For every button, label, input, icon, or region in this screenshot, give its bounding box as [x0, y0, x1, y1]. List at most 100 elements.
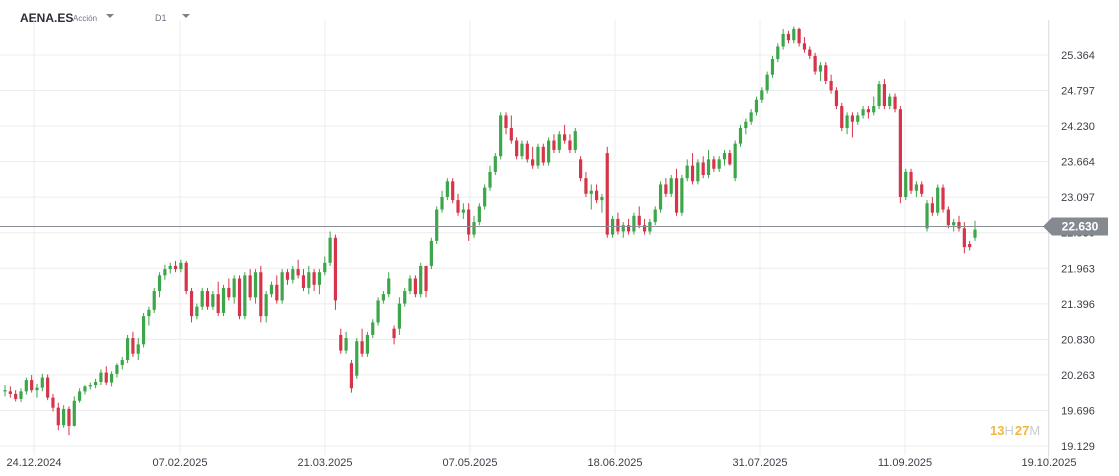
candle-body	[515, 140, 519, 157]
candle-body	[317, 272, 322, 285]
candle	[56, 402, 60, 431]
candle	[467, 203, 471, 241]
candle-body	[408, 278, 412, 292]
x-tick-label: 07.05.2025	[442, 457, 497, 469]
candle	[488, 165, 492, 191]
candle	[765, 71, 769, 94]
candle-body	[131, 338, 135, 354]
y-tick-label: 19.129	[1061, 441, 1095, 453]
x-tick-label: 21.03.2025	[297, 457, 352, 469]
candle	[78, 388, 82, 403]
candle	[296, 259, 300, 279]
candle	[946, 206, 950, 229]
candle	[35, 383, 39, 398]
candle	[754, 96, 759, 116]
chevron-down-icon[interactable]	[182, 14, 190, 18]
candle	[738, 124, 743, 147]
candle-body	[339, 334, 343, 351]
candle	[131, 331, 135, 357]
candle-body	[717, 159, 721, 169]
candle	[499, 112, 503, 160]
candle-body	[195, 306, 199, 317]
candle-body	[163, 269, 167, 276]
chart-grid	[0, 20, 1050, 461]
candle	[579, 156, 583, 182]
candle	[584, 171, 588, 197]
candle	[381, 291, 386, 304]
candle	[898, 106, 902, 204]
candle-body	[509, 127, 513, 141]
candle-body	[579, 159, 583, 179]
chevron-down-icon[interactable]	[106, 14, 114, 18]
candle	[669, 175, 673, 197]
y-tick-label: 19.696	[1061, 405, 1095, 417]
timeframe-selector[interactable]: D1	[155, 13, 167, 23]
candle-body	[477, 206, 481, 223]
candle-body	[136, 344, 140, 354]
candle-body	[355, 341, 359, 376]
candle	[19, 388, 23, 403]
candle-body	[232, 278, 236, 298]
candle	[376, 297, 380, 326]
candle	[712, 156, 716, 172]
candle	[461, 203, 465, 219]
candle-body	[770, 59, 775, 75]
candle	[280, 269, 284, 304]
candle	[184, 260, 188, 295]
candle	[157, 272, 162, 298]
candle	[674, 168, 679, 216]
candle-body	[866, 109, 871, 113]
candle-body	[690, 165, 695, 182]
candle	[909, 168, 913, 194]
candle-body	[701, 162, 705, 176]
candle	[136, 338, 140, 361]
candle-body	[371, 322, 375, 335]
candle-body	[237, 278, 242, 317]
candle-body	[722, 153, 727, 160]
candle	[547, 137, 551, 166]
candle-body	[152, 291, 156, 310]
candle	[563, 124, 567, 144]
candle	[62, 405, 66, 428]
candle-body	[824, 65, 828, 81]
candle	[744, 118, 748, 135]
candle	[269, 281, 274, 298]
candle-body	[696, 162, 700, 182]
candle-body	[808, 49, 812, 56]
candle	[962, 222, 966, 254]
y-tick-label: 21.963	[1061, 263, 1095, 275]
candle-body	[344, 338, 348, 351]
candle	[163, 264, 167, 280]
candle-body	[642, 225, 647, 232]
candle-body	[706, 159, 711, 176]
candle-body	[968, 244, 972, 248]
candle	[173, 260, 178, 273]
candle	[413, 275, 417, 298]
candle-body	[637, 215, 641, 226]
candle-body	[552, 140, 556, 150]
candle	[291, 265, 295, 284]
candle-body	[78, 391, 82, 401]
candle	[616, 212, 620, 235]
candle-body	[749, 112, 753, 122]
instrument-symbol[interactable]: AENA.ES	[20, 11, 74, 25]
y-tick-label: 23.664	[1061, 157, 1095, 169]
candle	[120, 356, 124, 370]
candle-body	[109, 373, 114, 383]
candle	[504, 112, 508, 135]
candle	[637, 206, 641, 229]
candle	[237, 275, 242, 320]
candle	[46, 374, 50, 401]
candle-body	[733, 143, 737, 179]
candle	[125, 334, 130, 364]
candle	[802, 37, 807, 53]
asset-type-label: Acción	[73, 14, 98, 23]
candle-body	[30, 380, 34, 391]
candle	[605, 146, 609, 238]
candle-body	[893, 96, 897, 110]
candle	[259, 265, 263, 323]
candle-body	[179, 262, 183, 270]
candle	[818, 62, 823, 81]
candle	[51, 393, 55, 412]
